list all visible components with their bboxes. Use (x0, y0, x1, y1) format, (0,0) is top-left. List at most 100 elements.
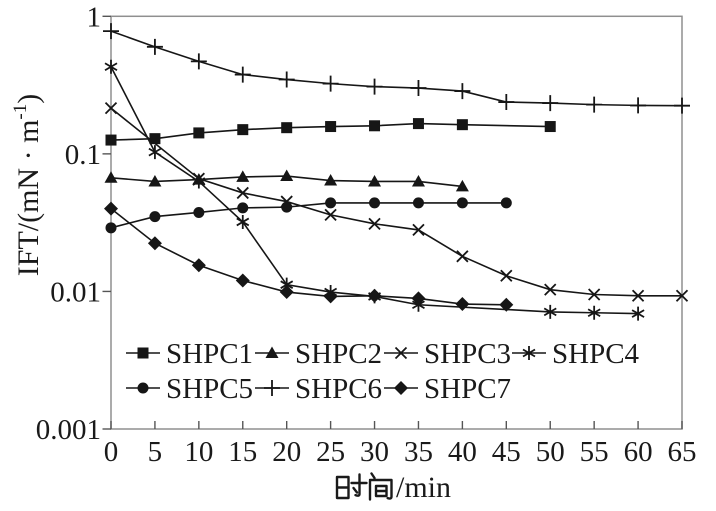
marker-SHPC7 (191, 258, 206, 273)
marker-SHPC5 (281, 201, 293, 213)
marker-SHPC4 (236, 214, 250, 229)
marker-SHPC6 (366, 78, 383, 95)
marker-SHPC5 (412, 197, 424, 209)
x-tick-label: 0 (104, 436, 119, 468)
marker-SHPC1 (281, 122, 293, 134)
x-tick-label: 45 (492, 436, 521, 468)
marker-SHPC3 (104, 101, 118, 115)
marker-SHPC2 (236, 170, 250, 182)
x-tick-label: 50 (536, 436, 565, 468)
series-SHPC3 (104, 101, 689, 302)
plot-area: 0 5 10 15 20 25 30 35 40 45 50 55 60 65 1 0.1 0.01 0.001 S… (36, 1, 697, 468)
marker-SHPC2 (324, 174, 338, 186)
marker-SHPC1 (412, 118, 424, 130)
marker-SHPC1 (456, 119, 468, 131)
marker-SHPC4 (192, 174, 206, 189)
marker-SHPC7 (235, 273, 250, 288)
series-SHPC4 (104, 59, 645, 321)
marker-SHPC6 (234, 66, 251, 83)
marker-SHPC6 (674, 97, 690, 114)
marker-SHPC1 (369, 120, 381, 132)
marker-SHPC1 (193, 127, 205, 139)
marker-SHPC7 (279, 285, 294, 300)
marker-SHPC3 (588, 288, 601, 301)
x-tick-label: 10 (184, 436, 213, 468)
marker-SHPC1 (105, 134, 117, 146)
y-axis-title-main: IFT/(mN · m (12, 120, 45, 277)
series-line-SHPC5 (110, 202, 507, 229)
x-tick-label: 30 (360, 436, 389, 468)
marker-SHPC5 (369, 197, 381, 209)
marker-SHPC6 (322, 75, 339, 92)
marker-SHPC5 (193, 206, 205, 218)
marker-SHPC3 (412, 223, 425, 237)
marker-SHPC3 (456, 250, 469, 263)
marker-SHPC5 (105, 222, 117, 234)
legend-item-SHPC7: SHPC7 (384, 373, 511, 405)
legend-marker-SHPC5 (137, 382, 149, 394)
marker-SHPC4 (587, 305, 601, 320)
marker-SHPC3 (236, 186, 249, 200)
series-SHPC7 (104, 201, 514, 312)
legend-marker-SHPC3 (394, 346, 408, 360)
x-tick-label: 15 (228, 436, 257, 468)
legend-label-SHPC3: SHPC3 (424, 338, 511, 370)
marker-SHPC1 (325, 121, 337, 133)
marker-SHPC7 (367, 288, 382, 303)
cjk-glyph-shi (335, 473, 368, 500)
marker-SHPC5 (237, 202, 249, 214)
x-tick-label: 60 (624, 436, 653, 468)
marker-SHPC7 (411, 291, 426, 306)
y-tick-label: 0.01 (50, 276, 101, 308)
marker-SHPC2 (368, 174, 382, 187)
cjk-glyph-jian (368, 472, 393, 501)
marker-SHPC7 (499, 297, 514, 312)
legend-marker-SHPC2 (265, 346, 279, 358)
series-SHPC1 (105, 118, 556, 146)
marker-SHPC3 (675, 289, 689, 302)
legend-marker-SHPC4 (522, 346, 536, 360)
y-tick-label: 0.001 (36, 414, 101, 446)
x-tick-label: 55 (580, 436, 609, 468)
marker-SHPC6 (278, 71, 295, 88)
y-tick-label: 1 (87, 1, 102, 33)
x-tick-label: 65 (668, 436, 697, 468)
x-axis-title: /min (335, 471, 451, 504)
marker-SHPC3 (544, 283, 557, 296)
x-tick-label: 25 (316, 436, 345, 468)
marker-SHPC7 (455, 297, 470, 312)
marker-SHPC6 (454, 83, 471, 100)
series-line-SHPC1 (110, 122, 551, 141)
marker-SHPC5 (325, 197, 337, 209)
marker-SHPC2 (148, 174, 162, 187)
marker-SHPC2 (411, 174, 425, 187)
x-tick-label: 35 (404, 436, 433, 468)
x-tick-label: 5 (148, 436, 163, 468)
marker-SHPC6 (410, 80, 427, 97)
marker-SHPC6 (630, 97, 647, 114)
marker-SHPC1 (149, 133, 161, 145)
x-tick-label: 20 (272, 436, 301, 468)
legend-item-SHPC5: SHPC5 (126, 373, 253, 405)
legend-marker-SHPC1 (137, 347, 149, 359)
marker-SHPC6 (498, 94, 515, 111)
marker-SHPC5 (456, 197, 468, 209)
series-line-SHPC7 (110, 207, 507, 306)
marker-SHPC1 (544, 121, 556, 133)
marker-SHPC5 (500, 197, 512, 209)
marker-SHPC6 (586, 96, 603, 113)
x-axis-title-latin: /min (396, 471, 451, 504)
legend-label-SHPC2: SHPC2 (295, 338, 382, 370)
marker-SHPC3 (500, 269, 513, 282)
marker-SHPC1 (237, 124, 249, 136)
legend-marker-SHPC7 (394, 381, 408, 395)
marker-SHPC6 (103, 23, 119, 40)
series-SHPC2 (104, 169, 469, 192)
marker-SHPC3 (368, 217, 381, 230)
legend-marker-SHPC6 (264, 380, 280, 396)
legend-label-SHPC6: SHPC6 (295, 373, 382, 405)
marker-SHPC3 (631, 289, 645, 302)
marker-SHPC4 (104, 59, 118, 74)
legend-label-SHPC1: SHPC1 (166, 338, 253, 370)
